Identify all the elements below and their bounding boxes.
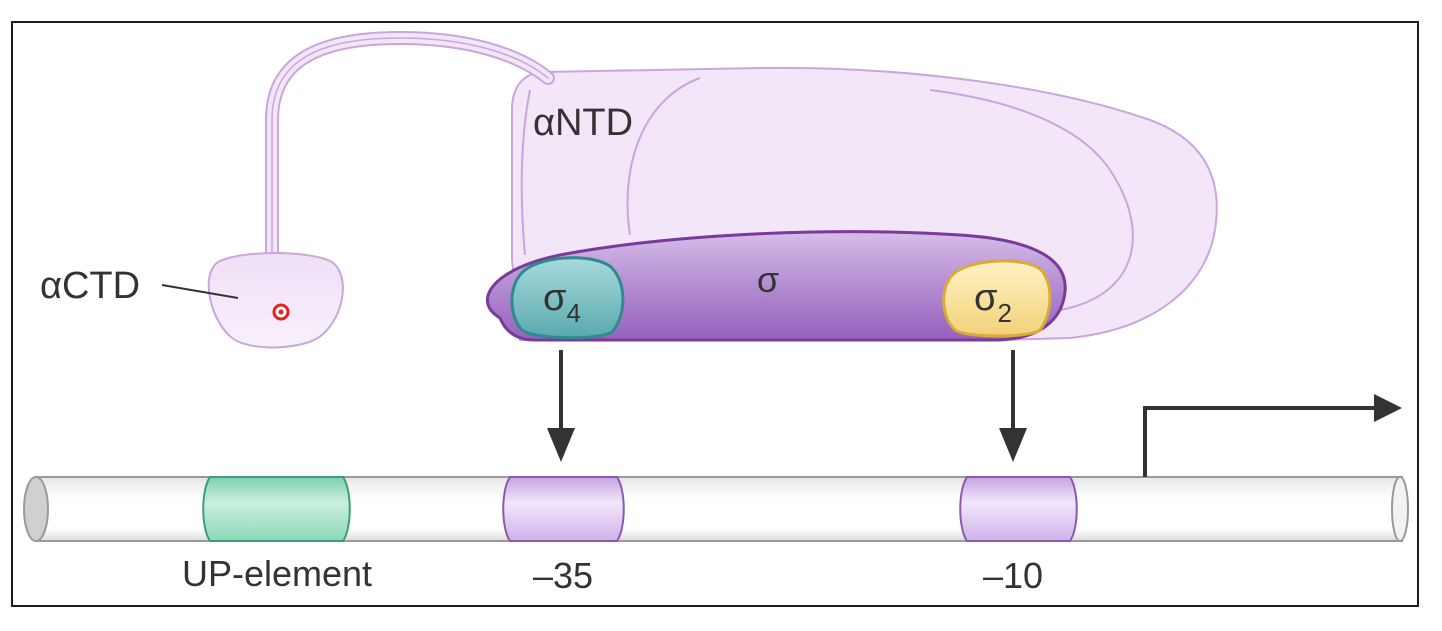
alpha-ctd-label: αCTD bbox=[40, 265, 140, 307]
sigma-factor: σ bbox=[486, 230, 1067, 342]
sigma4-label: σ4 bbox=[543, 277, 581, 328]
up-element-region bbox=[202, 476, 351, 542]
bent-arrow-right-icon bbox=[1143, 394, 1402, 477]
minus35-label: –35 bbox=[533, 555, 593, 596]
sigma2-label: σ2 bbox=[974, 277, 1012, 328]
alpha-ctd-leader-line bbox=[161, 284, 239, 299]
alpha-linker bbox=[265, 30, 555, 272]
minus10-label: –10 bbox=[983, 555, 1043, 596]
sigma4-domain: σ4 bbox=[510, 256, 625, 340]
dna-end-cap bbox=[23, 476, 49, 542]
sigma2-domain: σ2 bbox=[942, 259, 1052, 338]
minus10-box bbox=[959, 476, 1078, 542]
alpha-ctd-domain bbox=[207, 252, 344, 349]
arrow-down-icon bbox=[999, 350, 1027, 462]
up-element-label: UP-element bbox=[182, 553, 372, 594]
arrow-down-icon bbox=[547, 350, 575, 462]
alpha-ntd-label: αNTD bbox=[533, 102, 633, 144]
sigma-label: σ bbox=[757, 259, 779, 300]
minus35-box bbox=[502, 476, 625, 542]
